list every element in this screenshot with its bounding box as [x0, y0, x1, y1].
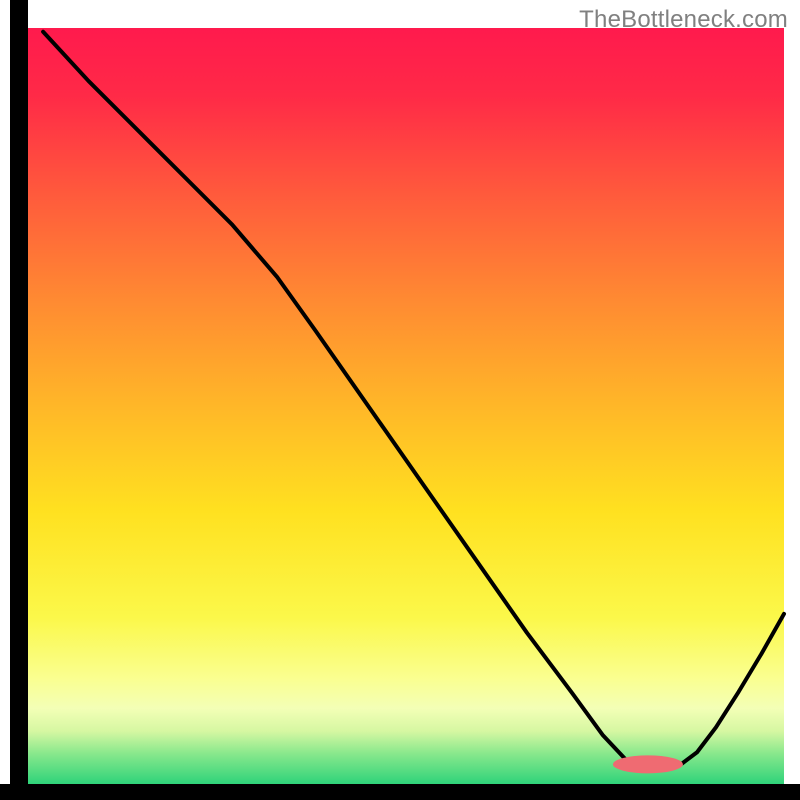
- bottleneck-chart: [0, 0, 800, 800]
- plot-background: [28, 28, 784, 784]
- optimal-marker: [613, 755, 683, 773]
- chart-canvas: TheBottleneck.com: [0, 0, 800, 800]
